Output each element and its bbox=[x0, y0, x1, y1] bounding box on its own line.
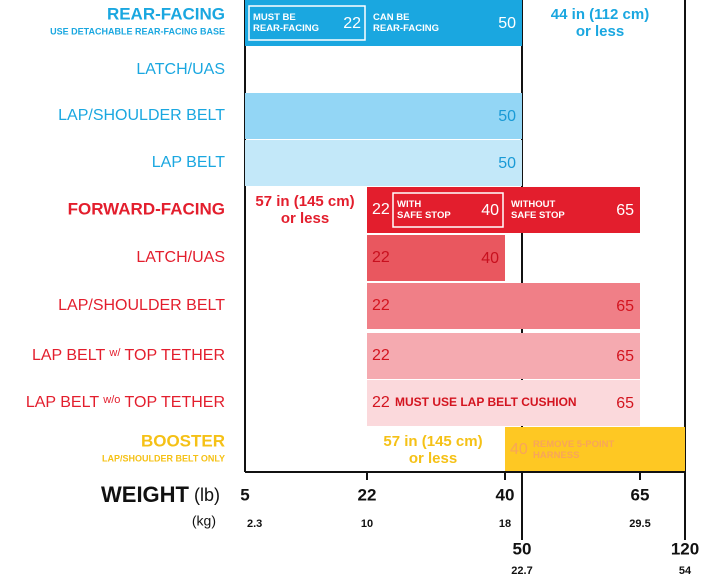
height-note: or less bbox=[409, 450, 457, 467]
bar-max: 50 bbox=[498, 15, 516, 32]
axis-title-main: WEIGHT bbox=[101, 482, 190, 507]
row-label: LAP/SHOULDER BELT bbox=[58, 107, 225, 124]
bar-min: 22 bbox=[372, 249, 390, 266]
bar-max: 65 bbox=[616, 298, 634, 315]
axis-title: WEIGHT (lb) bbox=[101, 482, 220, 507]
axis-unit: (lb) bbox=[189, 485, 220, 505]
bar-note: SAFE STOP bbox=[511, 210, 565, 221]
row-label: LATCH/UAS bbox=[136, 249, 225, 266]
bar-max: 65 bbox=[616, 348, 634, 365]
tick-kg: 2.3 bbox=[247, 518, 262, 530]
bar-note: WITHOUT bbox=[511, 199, 556, 210]
box-text: REAR-FACING bbox=[253, 23, 319, 34]
height-note: 44 in (112 cm) bbox=[551, 6, 649, 23]
bar-min: 40 bbox=[510, 441, 528, 458]
box-text: SAFE STOP bbox=[397, 210, 451, 221]
row-sublabel: USE DETACHABLE REAR-FACING BASE bbox=[50, 26, 225, 36]
bar-note: HARNESS bbox=[533, 450, 579, 461]
height-note: or less bbox=[576, 23, 624, 40]
bar-max: 65 bbox=[616, 395, 634, 412]
tick-lb: 40 bbox=[496, 485, 515, 504]
row-label-rest: TOP TETHER bbox=[120, 394, 225, 411]
row-label-main: LAP/SHOULDER BELT bbox=[58, 107, 225, 124]
row-label-main: LAP BELT bbox=[32, 347, 109, 364]
bar-note: MUST USE LAP BELT CUSHION bbox=[395, 395, 577, 409]
box-value: 22 bbox=[343, 15, 361, 32]
tick-kg: 10 bbox=[361, 518, 373, 530]
row-label: LAP BELT w/ TOP TETHER bbox=[32, 347, 225, 364]
tick-kg: 29.5 bbox=[629, 518, 650, 530]
box-text: WITH bbox=[397, 199, 421, 210]
height-note: 57 in (145 cm) bbox=[255, 193, 354, 210]
tick-lb: 120 bbox=[671, 539, 699, 558]
tick-lb: 22 bbox=[358, 485, 377, 504]
row-label-main: LAP BELT bbox=[26, 394, 103, 411]
box-value: 40 bbox=[481, 202, 499, 219]
bar-note: REAR-FACING bbox=[373, 23, 439, 34]
bar-min: 22 bbox=[372, 394, 390, 411]
box-text: MUST BE bbox=[253, 12, 296, 23]
bar-min: 22 bbox=[372, 201, 390, 218]
row-label: LAP BELT w/o TOP TETHER bbox=[26, 394, 225, 411]
row-label-small: w/ bbox=[108, 347, 121, 359]
bar-min: 22 bbox=[372, 297, 390, 314]
row-label-main: LAP/SHOULDER BELT bbox=[58, 297, 225, 314]
row-heading: FORWARD-FACING bbox=[68, 199, 225, 218]
bar-min: 22 bbox=[372, 347, 390, 364]
bar bbox=[367, 283, 640, 329]
bar bbox=[245, 93, 522, 139]
row-heading: REAR-FACING bbox=[107, 4, 225, 23]
bar bbox=[367, 333, 640, 379]
tick-kg: 22.7 bbox=[511, 565, 532, 577]
bar-max: 50 bbox=[498, 108, 516, 125]
row-heading: BOOSTER bbox=[141, 431, 225, 450]
bar-note: REMOVE 5-POINT bbox=[533, 439, 614, 450]
row-label-rest: TOP TETHER bbox=[120, 347, 225, 364]
bar-max: 65 bbox=[616, 202, 634, 219]
row-label-main: LATCH/UAS bbox=[136, 249, 225, 266]
row-label: LAP BELT bbox=[152, 154, 225, 171]
row-label-small: w/o bbox=[102, 394, 120, 406]
tick-kg: 54 bbox=[679, 565, 692, 577]
row-label-main: LATCH/UAS bbox=[136, 61, 225, 78]
height-note: or less bbox=[281, 210, 329, 227]
row-label: LAP/SHOULDER BELT bbox=[58, 297, 225, 314]
bar-note: CAN BE bbox=[373, 12, 409, 23]
bar-max: 50 bbox=[498, 155, 516, 172]
row-label: LATCH/UAS bbox=[136, 61, 225, 78]
bar bbox=[245, 140, 522, 186]
height-note: 57 in (145 cm) bbox=[383, 433, 482, 450]
tick-lb: 50 bbox=[513, 539, 532, 558]
row-label-main: LAP BELT bbox=[152, 154, 225, 171]
tick-kg: 18 bbox=[499, 518, 511, 530]
axis-unit2: (kg) bbox=[192, 513, 216, 529]
bar-max: 40 bbox=[481, 250, 499, 267]
row-sublabel: LAP/SHOULDER BELT ONLY bbox=[102, 453, 225, 463]
tick-lb: 65 bbox=[631, 485, 650, 504]
tick-lb: 5 bbox=[240, 485, 249, 504]
